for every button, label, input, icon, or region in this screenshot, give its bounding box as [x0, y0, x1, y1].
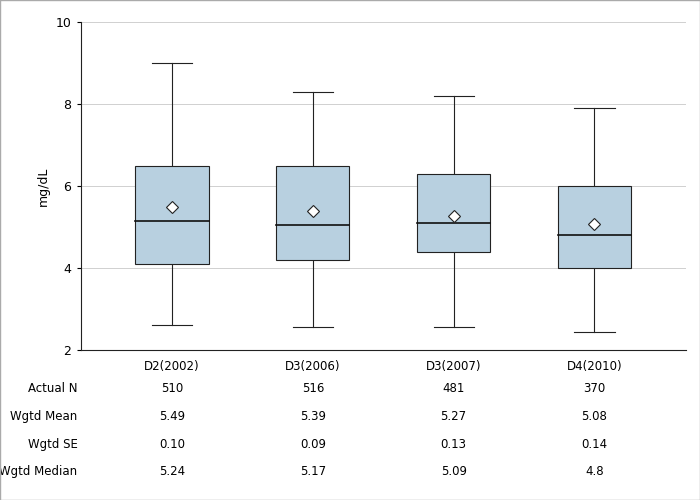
Bar: [417, 174, 490, 252]
Text: 5.09: 5.09: [441, 466, 467, 478]
Text: 481: 481: [442, 382, 465, 396]
Bar: [558, 186, 631, 268]
Text: 370: 370: [583, 382, 606, 396]
Text: 4.8: 4.8: [585, 466, 604, 478]
Text: 0.09: 0.09: [300, 438, 326, 450]
Text: Wgtd Mean: Wgtd Mean: [10, 410, 78, 423]
Text: D3(2006): D3(2006): [285, 360, 341, 373]
Text: 0.14: 0.14: [582, 438, 608, 450]
Text: 5.39: 5.39: [300, 410, 326, 423]
Text: D3(2007): D3(2007): [426, 360, 482, 373]
Text: 510: 510: [161, 382, 183, 396]
Text: 0.10: 0.10: [159, 438, 185, 450]
Y-axis label: mg/dL: mg/dL: [37, 166, 50, 206]
Bar: [276, 166, 349, 260]
Text: Wgtd Median: Wgtd Median: [0, 466, 78, 478]
Text: 5.27: 5.27: [440, 410, 467, 423]
Text: D2(2002): D2(2002): [144, 360, 199, 373]
Text: 516: 516: [302, 382, 324, 396]
Text: 5.24: 5.24: [159, 466, 185, 478]
Bar: [135, 166, 209, 264]
Text: Wgtd SE: Wgtd SE: [27, 438, 78, 450]
Text: 5.49: 5.49: [159, 410, 185, 423]
Text: D4(2010): D4(2010): [567, 360, 622, 373]
Text: Actual N: Actual N: [28, 382, 78, 396]
Text: 5.17: 5.17: [300, 466, 326, 478]
Text: 5.08: 5.08: [582, 410, 608, 423]
Text: 0.13: 0.13: [441, 438, 467, 450]
